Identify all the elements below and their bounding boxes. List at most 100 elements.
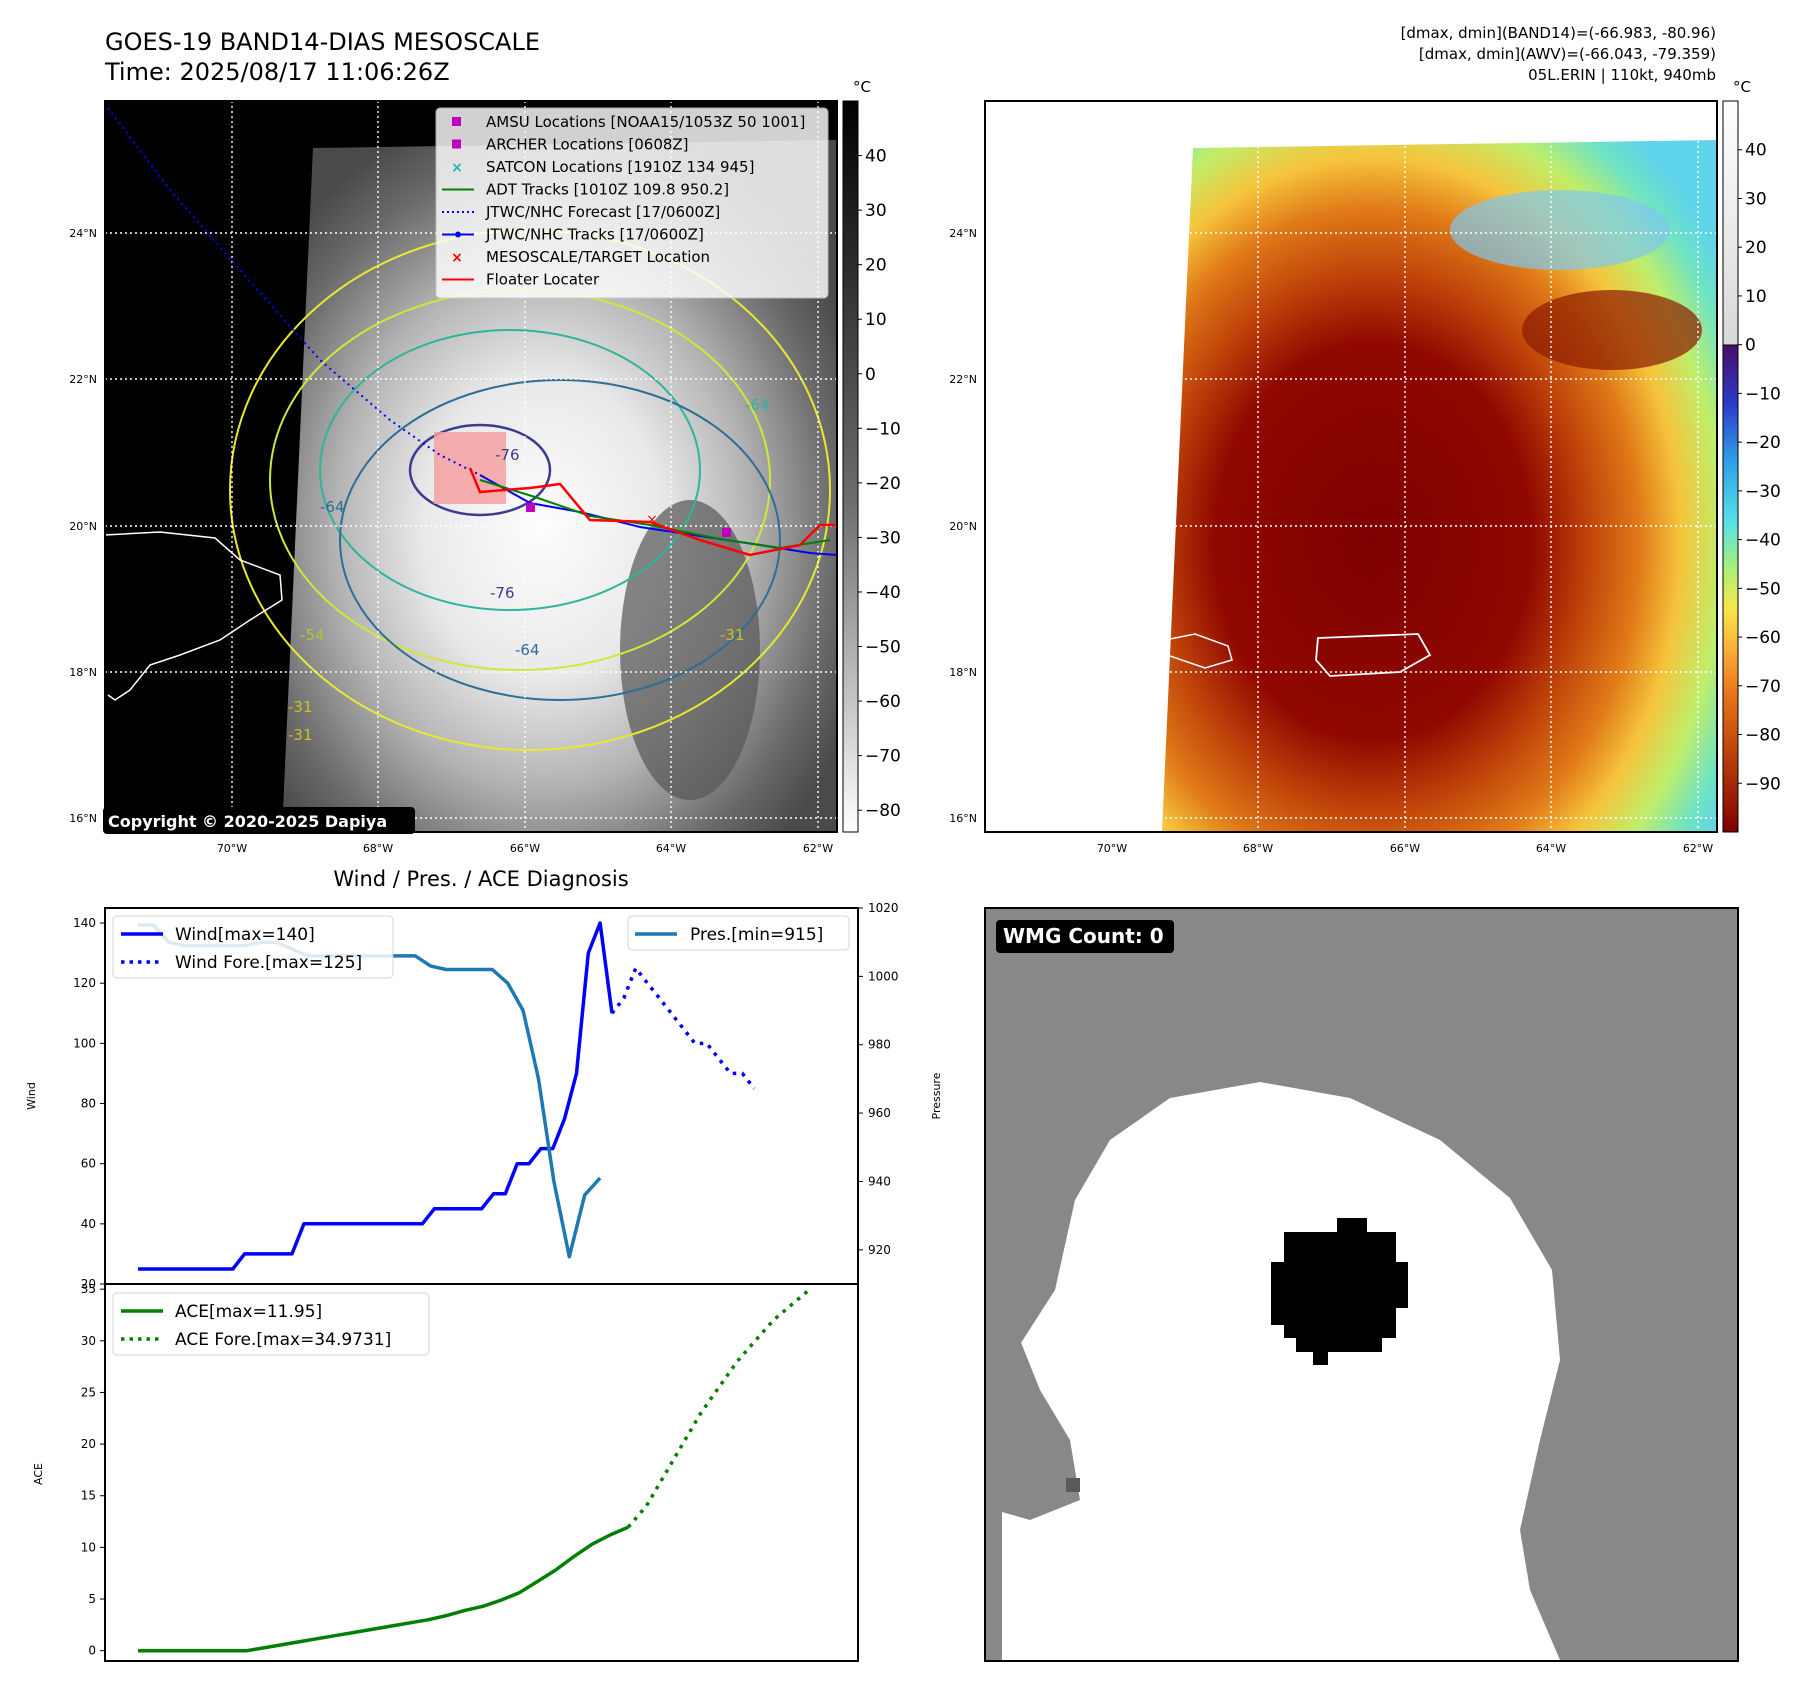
awv-map-frame [984, 100, 1718, 833]
colorbar-tick-label: 30 [865, 201, 887, 221]
wmg-frame [984, 907, 1739, 1662]
wmg-white-ring [1002, 1082, 1560, 1660]
legend-label: ARCHER Locations [0608Z] [486, 136, 689, 154]
legend-marker-x: × [451, 160, 463, 176]
lon-tick-label: 62°W [1683, 842, 1713, 855]
y-tick-label: 30 [81, 1334, 96, 1348]
awv-colorbar-unit: °C [1733, 78, 1751, 96]
colorbar-tick-label: −60 [1745, 628, 1781, 648]
ace-chart: ACE 0 5 10 15 20 25 30 35 ACE[max=11.95] ACE Fo… [32, 1282, 859, 1662]
colorbar-tick-label: 40 [865, 147, 887, 167]
lat-tick-label: 24°N [69, 227, 97, 240]
contour-label: -64 [320, 498, 345, 516]
colorbar-tick-label: −40 [865, 583, 901, 603]
colorbar-tick-label: 0 [1745, 336, 1756, 356]
lat-tick-label: 18°N [69, 666, 97, 679]
colorbar-tick-label: −70 [1745, 677, 1781, 697]
contour-label: -64 [515, 641, 540, 659]
floater-track [468, 467, 837, 557]
legend-line-dot [455, 231, 461, 238]
contour-label: -76 [495, 446, 520, 464]
ir-colorbar-bar [842, 100, 859, 833]
lat-tick-label: 18°N [949, 666, 977, 679]
ir-map-panel: × -76 -76 -64 -64 -64 -54 -31 -31 -31 AM… [69, 100, 838, 855]
lon-tick-label: 64°W [1536, 842, 1566, 855]
contour-outer-band [339, 379, 781, 701]
wmg-count-box [996, 920, 1174, 953]
legend-marker-square [452, 139, 461, 149]
legend-marker-x: × [451, 250, 463, 266]
ir-colorbar-unit: °C [853, 78, 871, 96]
stats-line-band14: [dmax, dmin](BAND14)=(-66.983, -80.96) [1401, 24, 1716, 42]
awv-colorbar-upper [1722, 100, 1739, 346]
legend-label: Floater Locater [486, 271, 600, 289]
colorbar-tick-label: −10 [1745, 384, 1781, 404]
y-tick-label: 40 [81, 1217, 96, 1231]
y-tick-label: 20 [81, 1437, 96, 1451]
y-tick-label: 100 [73, 1036, 96, 1050]
ir-dry-slot [620, 500, 760, 800]
lat-tick-label: 16°N [949, 812, 977, 825]
colorbar-tick-label: −30 [865, 528, 901, 548]
contour-label: -31 [720, 626, 745, 644]
colorbar-tick-label: 0 [865, 365, 876, 385]
awv-colorbar-lower [1722, 344, 1739, 833]
lat-tick-label: 22°N [949, 373, 977, 386]
lat-tick-label: 20°N [69, 520, 97, 533]
legend-label: AMSU Locations [NOAA15/1053Z 50 1001] [486, 113, 805, 131]
awv-moist-band [1522, 290, 1702, 370]
colorbar-tick-label: 10 [865, 310, 887, 330]
y-tick-label: 1020 [868, 901, 899, 915]
wind-axis-label: Wind [25, 1082, 38, 1110]
lon-tick-label: 64°W [656, 842, 686, 855]
series-line [138, 1525, 629, 1653]
forecast-track [107, 107, 481, 476]
colorbar-tick-label: −90 [1745, 774, 1781, 794]
wmg-eye-region [1271, 1218, 1408, 1365]
colorbar-tick-label: −80 [1745, 726, 1781, 746]
wind-legend-box [112, 915, 394, 979]
y-tick-label: 10 [81, 1540, 96, 1554]
legend-label: JTWC/NHC Forecast [17/0600Z] [485, 203, 720, 221]
lat-tick-label: 16°N [69, 812, 97, 825]
stats-line-storm: 05L.ERIN | 110kt, 940mb [1528, 66, 1716, 84]
colorbar-tick-label: −60 [865, 692, 901, 712]
ace-legend-box [112, 1292, 430, 1356]
ace-axis-label: ACE [32, 1463, 45, 1485]
hispaniola-coastline [105, 531, 283, 701]
y-tick-label: 5 [88, 1592, 96, 1606]
awv-colorbar: °C 40 30 20 10 0 −10 −20 −30 −40 −50 −60 −70 −80 −90 [1722, 78, 1781, 833]
wmg-gray-patch [985, 1270, 1080, 1520]
y-tick-label: 960 [868, 1106, 891, 1120]
y-tick-label: 980 [868, 1038, 891, 1052]
colorbar-tick-label: −20 [865, 474, 901, 494]
y-tick-label: 60 [81, 1157, 96, 1171]
colorbar-tick-label: −50 [1745, 579, 1781, 599]
y-tick-label: 35 [81, 1282, 96, 1296]
stats-line-awv: [dmax, dmin](AWV)=(-66.043, -79.359) [1419, 45, 1716, 63]
wmg-count-label: WMG Count: 0 [1003, 924, 1164, 948]
colorbar-tick-label: 10 [1745, 287, 1767, 307]
wind-forecast-legend-label: Wind Fore.[max=125] [175, 953, 362, 973]
y-tick-label: 15 [81, 1489, 96, 1503]
colorbar-tick-label: 30 [1745, 189, 1767, 209]
pressure-legend-box [627, 915, 850, 951]
colorbar-tick-label: −10 [865, 419, 901, 439]
contour-label: -31 [288, 726, 313, 744]
y-tick-label: 120 [73, 976, 96, 990]
colorbar-tick-label: −40 [1745, 531, 1781, 551]
colorbar-tick-label: −20 [1745, 433, 1781, 453]
colorbar-tick-label: 20 [1745, 238, 1767, 258]
colorbar-tick-label: 40 [1745, 141, 1767, 161]
y-tick-label: 1000 [868, 969, 899, 983]
legend-label: MESOSCALE/TARGET Location [486, 248, 710, 266]
copyright-box [103, 807, 415, 834]
ace-legend-label: ACE[max=11.95] [175, 1302, 322, 1322]
ir-map-frame [104, 100, 838, 833]
lon-tick-label: 66°W [1390, 842, 1420, 855]
map-legend: AMSU Locations [NOAA15/1053Z 50 1001] ARC… [435, 107, 829, 299]
legend-box [435, 107, 829, 299]
y-tick-label: 920 [868, 1243, 891, 1257]
copyright-text: Copyright © 2020-2025 Dapiya [108, 812, 387, 831]
pressure-axis-label: Pressure [930, 1072, 943, 1119]
